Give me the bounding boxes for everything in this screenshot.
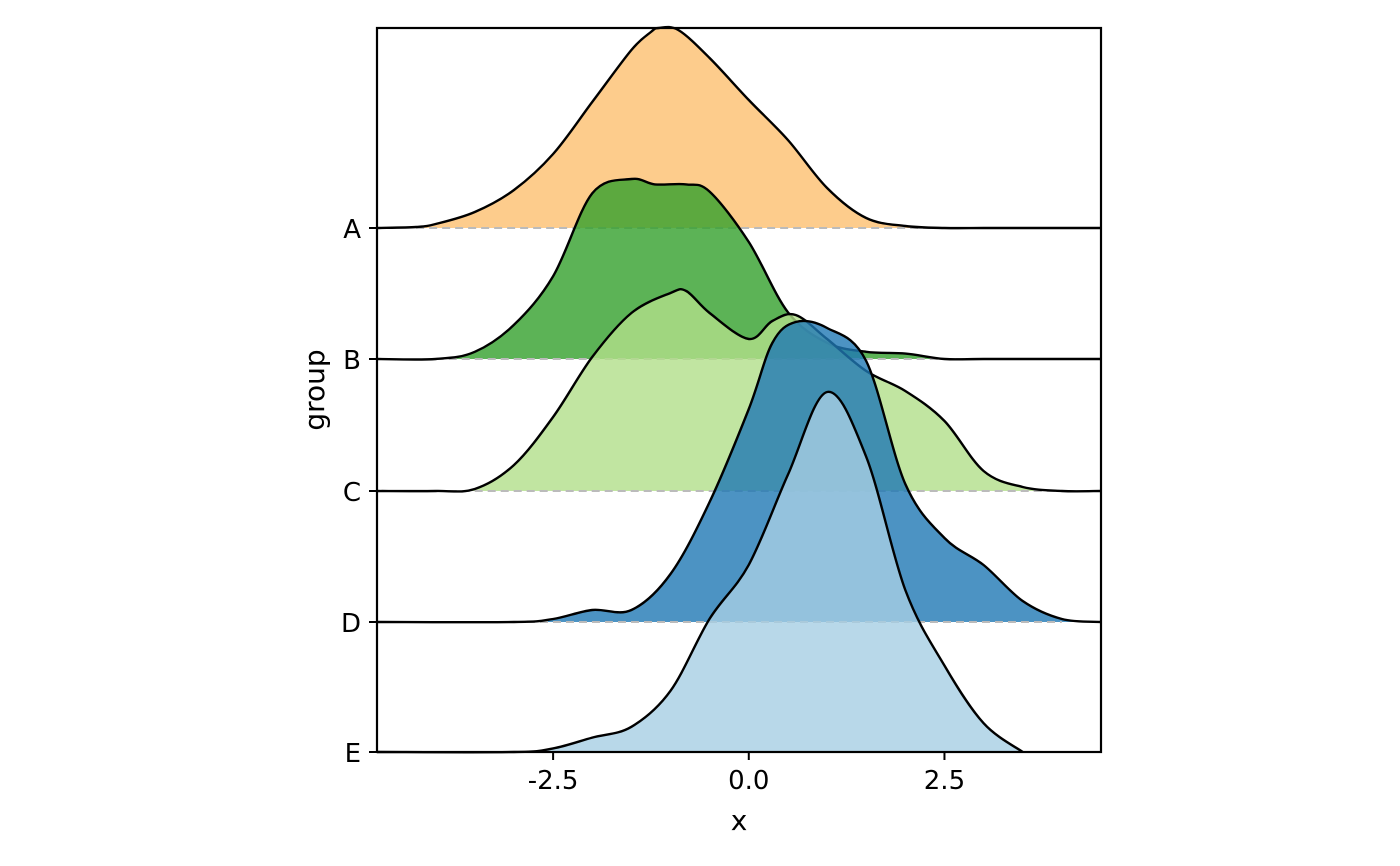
ridge-layer xyxy=(376,25,1102,754)
y-axis: A B C D E xyxy=(341,215,377,769)
ridge-outline-B xyxy=(376,177,1101,361)
y-axis-title: group xyxy=(298,349,331,430)
ridge-fill-C xyxy=(377,289,1101,492)
x-tick-label: 2.5 xyxy=(924,766,965,796)
ridge-fill-E xyxy=(377,391,1023,753)
x-tick-label: -2.5 xyxy=(528,766,579,796)
ridge-outline-E xyxy=(376,390,1024,754)
x-axis: -2.5 0.0 2.5 xyxy=(528,752,965,796)
x-axis-title: x xyxy=(731,804,748,837)
ridge-outline-A xyxy=(376,25,1101,230)
y-tick-label: E xyxy=(345,739,361,769)
ridge-fill-B xyxy=(377,178,1101,360)
ridge-outline-D xyxy=(376,319,1102,624)
plot-frame xyxy=(375,26,1103,754)
ridge-fill-D xyxy=(377,320,1101,623)
x-tick-label: 0.0 xyxy=(728,766,769,796)
y-tick-label: B xyxy=(343,346,361,376)
y-tick-label: A xyxy=(343,215,361,245)
ridge-A xyxy=(376,25,1101,230)
y-tick-label: D xyxy=(341,609,361,639)
ridge-fill-A xyxy=(377,27,1101,229)
y-tick-label: C xyxy=(343,478,361,508)
ridge-outline-C xyxy=(376,288,1102,493)
